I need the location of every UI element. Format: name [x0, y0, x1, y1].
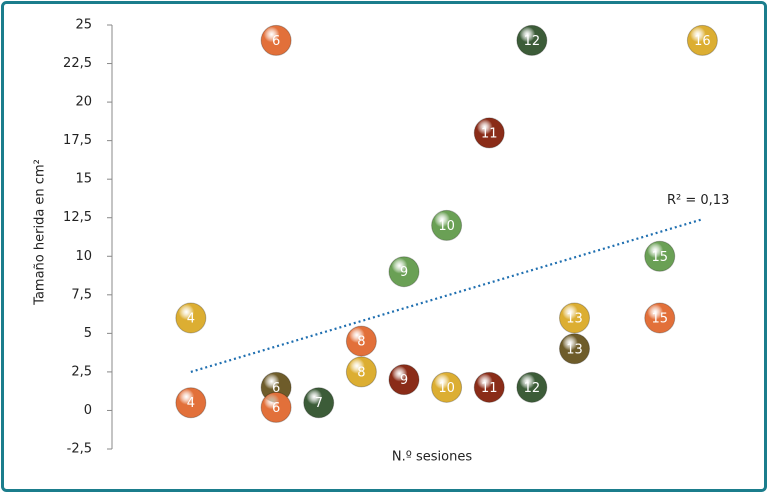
y-tick-label: 5	[84, 326, 92, 341]
bubble	[345, 325, 377, 357]
bubble	[558, 333, 590, 365]
y-tick-label: 7,5	[71, 287, 92, 302]
bubble-label: 11	[481, 126, 498, 141]
bubble-label: 15	[651, 311, 668, 326]
bubble-label: 12	[524, 34, 541, 49]
bubble	[260, 391, 292, 423]
y-tick-label: 2,5	[71, 364, 92, 379]
y-tick-label: 25	[75, 18, 92, 33]
bubble-label: 15	[651, 250, 668, 265]
bubble-label: 6	[272, 381, 280, 396]
y-tick-label: 17,5	[63, 133, 92, 148]
y-tick-label: 20	[75, 95, 92, 110]
bubble-label: 6	[272, 34, 280, 49]
bubble-label: 13	[566, 342, 583, 357]
y-tick-label: 10	[75, 249, 92, 264]
bubble	[516, 371, 548, 403]
bubble-label: 11	[481, 381, 498, 396]
bubble	[644, 302, 676, 334]
bubble	[175, 302, 207, 334]
bubble-label: 9	[400, 265, 408, 280]
bubble	[644, 240, 676, 272]
bubble-label: 16	[694, 34, 711, 49]
bubble	[431, 371, 463, 403]
bubble-label: 12	[524, 381, 541, 396]
x-axis-label: N.º sesiones	[392, 450, 472, 465]
bubble	[473, 117, 505, 149]
y-tick-label: 15	[75, 172, 92, 187]
trendline	[190, 218, 703, 373]
bubble	[175, 387, 207, 419]
bubble-label: 4	[187, 311, 195, 326]
bubble-label: 10	[438, 381, 455, 396]
bubble	[431, 209, 463, 241]
bubble-label: 4	[187, 396, 195, 411]
bubble	[516, 24, 548, 56]
y-tick-label: -2,5	[67, 442, 92, 457]
bubble	[473, 371, 505, 403]
bubble	[686, 24, 718, 56]
bubble-label: 6	[272, 401, 280, 416]
bubble	[303, 387, 335, 419]
bubble-label: 9	[400, 373, 408, 388]
bubble	[388, 256, 420, 288]
annotation: R² = 0,13	[667, 193, 729, 208]
bubble-label: 10	[438, 219, 455, 234]
bubble	[345, 356, 377, 388]
bubble	[260, 24, 292, 56]
bubble-label: 7	[315, 396, 323, 411]
bubble-label: 8	[357, 365, 365, 380]
bubble-label: 8	[357, 335, 365, 350]
bubble	[388, 364, 420, 396]
y-tick-label: 12,5	[63, 210, 92, 225]
bubble-label: 13	[566, 311, 583, 326]
y-axis-label: Tamaño herida en cm²	[33, 159, 48, 306]
y-tick-label: 0	[84, 403, 92, 418]
bubble	[558, 302, 590, 334]
y-tick-label: 22,5	[63, 56, 92, 71]
